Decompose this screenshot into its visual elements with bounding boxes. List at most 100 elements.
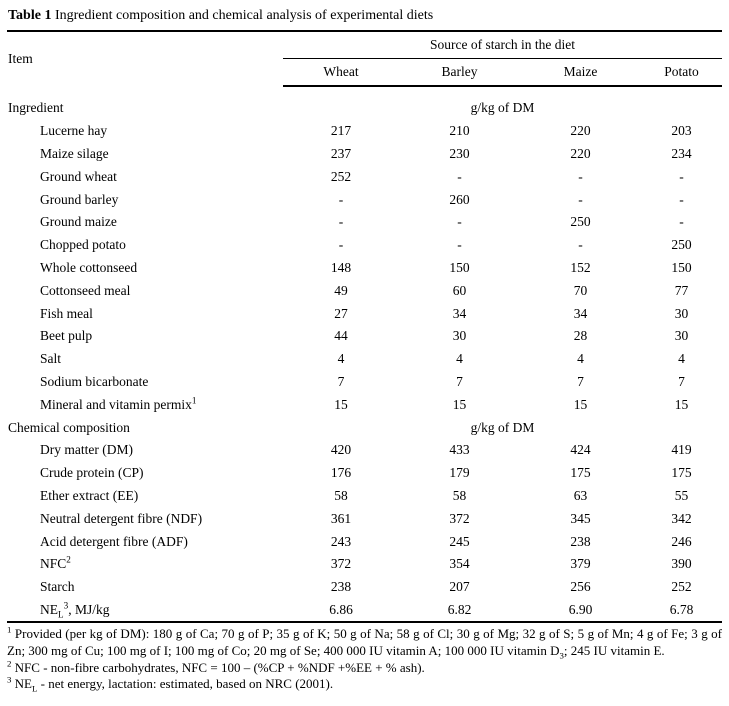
cell-value: 424 xyxy=(570,442,591,458)
column-header-maize: Maize xyxy=(520,58,641,87)
cell-value: 15 xyxy=(334,396,348,412)
group-column-header: Source of starch in the diet xyxy=(283,31,723,59)
cell-value: 7 xyxy=(577,373,584,389)
table-body: Ingredient g/kg of DM Lucerne hay 217 210 220… xyxy=(7,86,722,622)
cell-value: 15 xyxy=(573,396,588,412)
row-item-label: Crude protein (CP) xyxy=(40,465,144,481)
cell-value: 252 xyxy=(330,168,352,184)
cell-value: 58 xyxy=(334,487,348,503)
row-item-label: Whole cottonseed xyxy=(40,259,138,275)
cell-value: 390 xyxy=(671,556,692,572)
cell-value: 4 xyxy=(577,351,584,367)
cell-value: 234 xyxy=(671,145,692,161)
cell-value: 150 xyxy=(671,259,692,275)
cell-value: 361 xyxy=(330,510,352,526)
header-gap-row xyxy=(7,86,722,97)
cell-value: 175 xyxy=(671,465,692,481)
cell-value: 4 xyxy=(337,351,345,367)
section-unit: g/kg of DM xyxy=(470,419,535,435)
cell-value: 4 xyxy=(456,351,463,367)
cell-value: - xyxy=(338,237,344,253)
cell-value: 27 xyxy=(334,305,348,321)
cell-value: 15 xyxy=(674,396,689,412)
table-row: Chopped potato - - - 250 xyxy=(7,234,722,257)
cell-value: 15 xyxy=(452,396,467,412)
cell-value: 250 xyxy=(671,237,692,253)
cell-value: 49 xyxy=(334,282,348,298)
cell-value: 433 xyxy=(449,442,470,458)
footnotes: 1 Provided (per kg of DM): 180 g of Ca; … xyxy=(7,625,722,694)
cell-value: 243 xyxy=(330,533,352,549)
row-item-label: NEL3, MJ/kg xyxy=(40,600,110,620)
cell-value: 420 xyxy=(330,442,352,458)
table-caption-text: Ingredient composition and chemical anal… xyxy=(51,8,434,23)
row-item-label: Acid detergent fibre (ADF) xyxy=(40,533,188,549)
cell-value: 354 xyxy=(449,556,470,572)
column-header-row: Wheat Barley Maize Potato xyxy=(7,58,723,87)
row-item-label: Mineral and vitamin permix1 xyxy=(40,395,197,412)
section-row: Chemical composition g/kg of DM xyxy=(7,416,722,439)
section-label: Ingredient xyxy=(8,100,64,116)
table-row: Dry matter (DM) 420 433 424 419 xyxy=(7,439,722,462)
cell-value: 372 xyxy=(449,510,470,526)
cell-value: 30 xyxy=(674,305,689,321)
cell-value: 70 xyxy=(573,282,588,298)
diet-composition-table: Item Source of starch in the diet Wheat … xyxy=(7,30,723,624)
cell-value: 220 xyxy=(570,123,591,139)
table-row: Salt 4 4 4 4 xyxy=(7,348,722,371)
table-row: Crude protein (CP) 176 179 175 175 xyxy=(7,462,722,485)
section-label: Chemical composition xyxy=(8,419,130,435)
cell-value: 152 xyxy=(570,259,591,275)
cell-value: 245 xyxy=(449,533,470,549)
cell-value: 63 xyxy=(573,487,588,503)
footnote: 3 NEL - net energy, lactation: estimated… xyxy=(7,674,334,694)
cell-value: - xyxy=(679,168,684,184)
cell-value: 77 xyxy=(674,282,689,298)
section-unit: g/kg of DM xyxy=(470,100,535,116)
cell-value: 55 xyxy=(674,487,689,503)
cell-value: 217 xyxy=(330,123,352,139)
cell-value: 419 xyxy=(671,442,692,458)
row-item-label: Ether extract (EE) xyxy=(40,487,139,503)
table-row: Maize silage 237 230 220 234 xyxy=(7,143,722,166)
table-row: Beet pulp 44 30 28 30 xyxy=(7,325,722,348)
section-row: Ingredient g/kg of DM xyxy=(7,97,722,120)
cell-value: 372 xyxy=(330,556,352,572)
cell-value: 230 xyxy=(449,145,470,161)
row-item-label: NFC2 xyxy=(40,554,71,572)
cell-value: 6.78 xyxy=(669,601,694,617)
row-item-label: Starch xyxy=(40,579,75,595)
table-row: Ground wheat 252 - - - xyxy=(7,165,722,188)
table-row: Neutral detergent fibre (NDF) 361 372 345 34… xyxy=(7,507,722,530)
cell-value: 44 xyxy=(334,328,348,344)
cell-value: 175 xyxy=(570,465,591,481)
table-row: Ground barley - 260 - - xyxy=(7,188,722,211)
group-header-row: Item Source of starch in the diet xyxy=(7,31,723,66)
column-header-wheat: Wheat xyxy=(283,58,399,87)
cell-value: 203 xyxy=(671,123,692,139)
table-caption: Table 1 Ingredient composition and chemi… xyxy=(8,7,722,24)
row-item-label: Ground wheat xyxy=(40,168,117,184)
cell-value: - xyxy=(457,237,462,253)
cell-value: 30 xyxy=(452,328,467,344)
row-item-label: Beet pulp xyxy=(40,328,93,344)
cell-value: 220 xyxy=(570,145,591,161)
cell-value: 238 xyxy=(570,533,591,549)
row-item-label: Salt xyxy=(40,351,62,367)
cell-value: 7 xyxy=(456,373,463,389)
cell-value: 210 xyxy=(449,123,470,139)
row-item-label: Fish meal xyxy=(40,305,93,321)
table-header: Item Source of starch in the diet Wheat … xyxy=(7,31,723,87)
row-item-label: Dry matter (DM) xyxy=(40,442,133,458)
footnote: 1 Provided (per kg of DM): 180 g of Ca; … xyxy=(7,625,722,661)
row-item-label: Chopped potato xyxy=(40,237,126,253)
row-item-label: Lucerne hay xyxy=(40,123,108,139)
row-item-label: Maize silage xyxy=(40,145,109,161)
cell-value: 345 xyxy=(570,510,591,526)
cell-value: 58 xyxy=(452,487,467,503)
table-row: Cottonseed meal 49 60 70 77 xyxy=(7,279,722,302)
table-row: Acid detergent fibre (ADF) 243 245 238 246 xyxy=(7,530,722,553)
table-row: Sodium bicarbonate 7 7 7 7 xyxy=(7,371,722,394)
cell-value: 238 xyxy=(330,579,352,595)
cell-value: 60 xyxy=(452,282,467,298)
